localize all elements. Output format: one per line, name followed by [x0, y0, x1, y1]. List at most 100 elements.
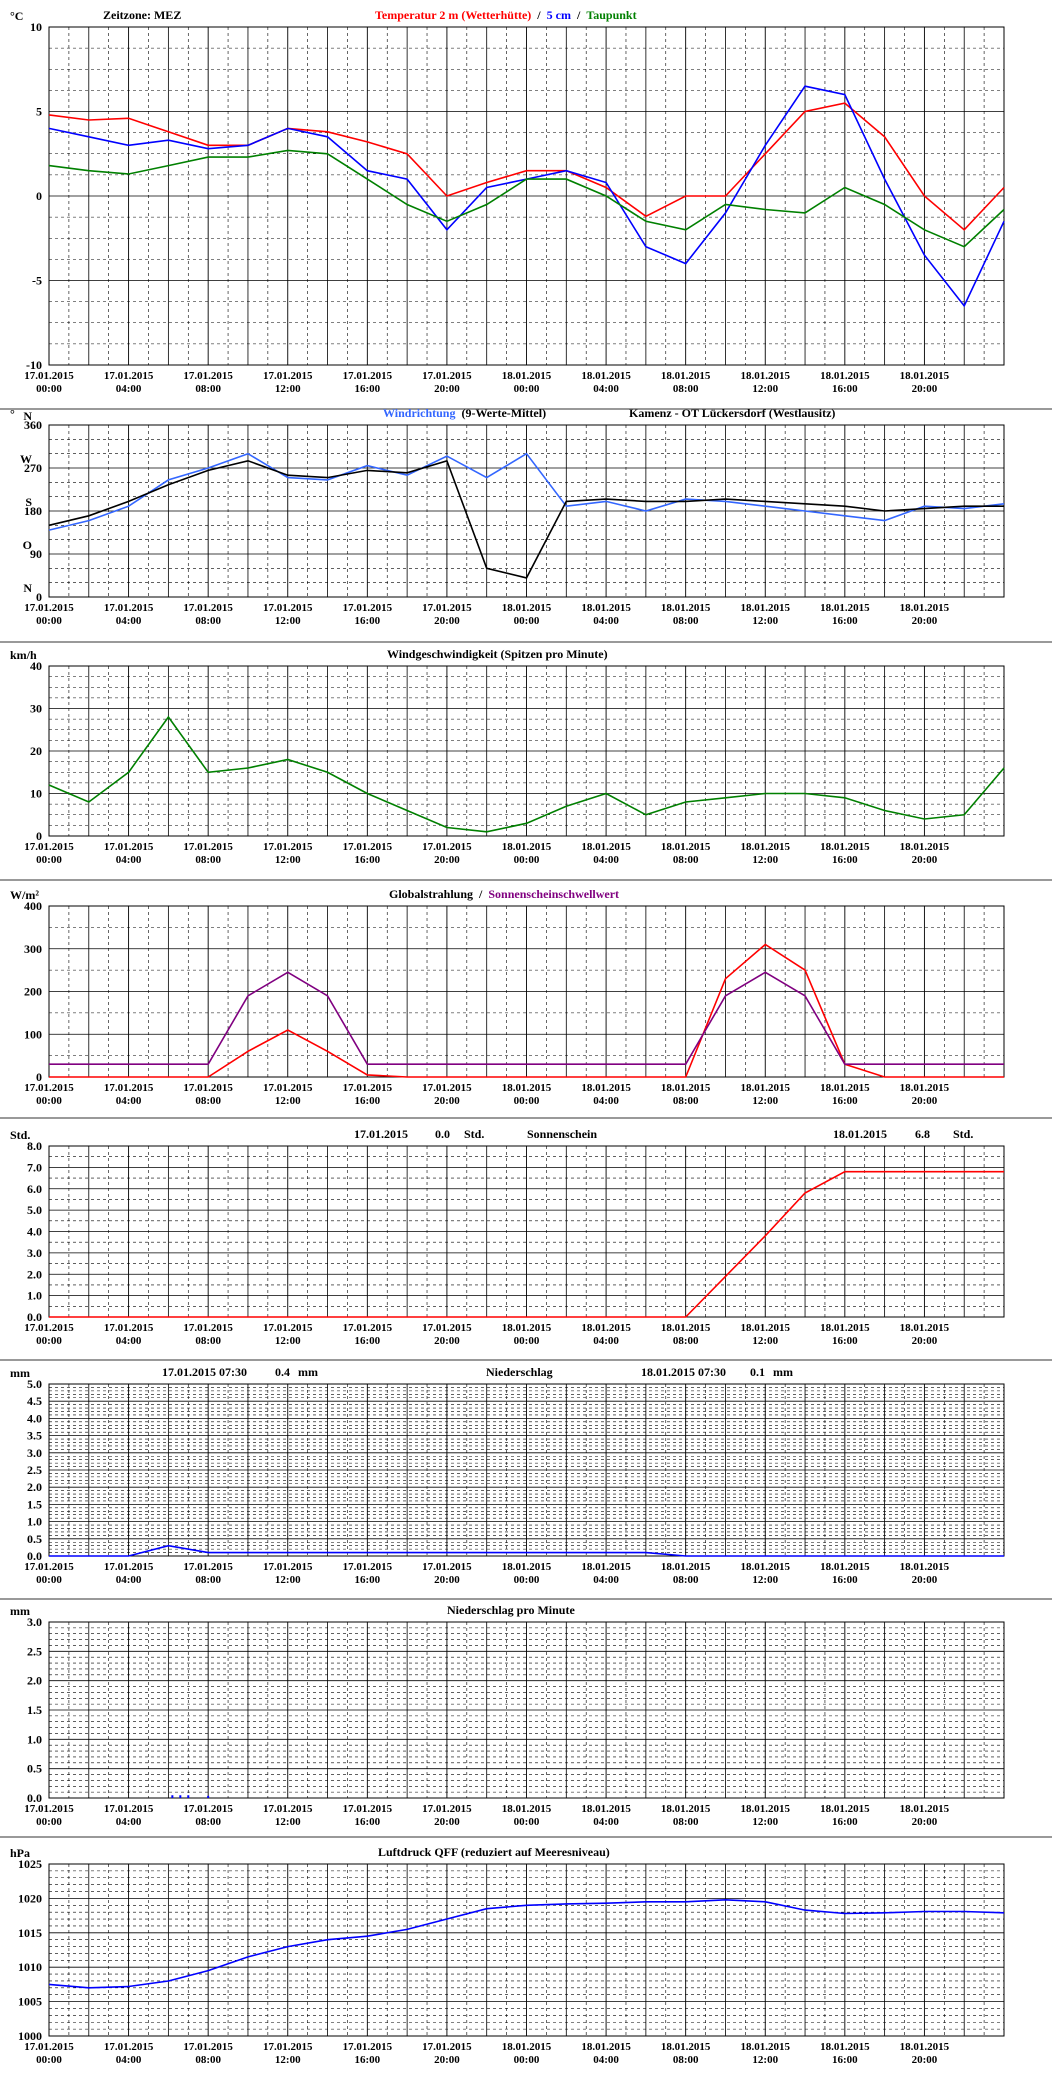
- y-tick-label: 1000: [18, 2029, 42, 2043]
- x-tick-label: 18.01.2015 12:00: [740, 1561, 791, 1586]
- y-tick-label: 180: [24, 504, 42, 518]
- y-tick-label: 0: [36, 590, 42, 604]
- x-tick-label: 18.01.2015 00:00: [501, 841, 552, 866]
- x-tick-label: 17.01.2015 16:00: [342, 2041, 393, 2066]
- data-line: [48, 1898, 1005, 1989]
- x-tick-label: 18.01.2015 08:00: [660, 841, 711, 866]
- y-tick-label: 10: [30, 20, 42, 34]
- x-tick-label: 17.01.2015 04:00: [103, 841, 154, 866]
- x-tick-label: 18.01.2015 08:00: [660, 1082, 711, 1107]
- y-tick-label: 1025: [18, 1857, 42, 1871]
- x-tick-label: 17.01.2015 08:00: [183, 2041, 233, 2066]
- y-tick-label: 5: [36, 105, 42, 119]
- x-tick-label: 17.01.2015 08:00: [183, 1322, 233, 1347]
- y-tick-label: 2.5: [27, 1644, 42, 1658]
- x-tick-label: 18.01.2015 08:00: [660, 1322, 711, 1347]
- data-line: [48, 149, 1005, 248]
- x-tick-label: 17.01.2015 12:00: [263, 841, 313, 866]
- y-tick-label: 5.0: [27, 1203, 42, 1217]
- chart-title: Niederschlag pro Minute: [447, 1603, 575, 1617]
- annotation: 0.4: [275, 1365, 290, 1379]
- y-tick-label: 400: [24, 899, 42, 913]
- data-line: [48, 102, 1005, 231]
- axis-unit: °: [10, 407, 15, 421]
- plot-border: [48, 1621, 1005, 1799]
- data-line: [48, 459, 1004, 579]
- plot-border: [48, 665, 1005, 837]
- x-tick-label: 18.01.2015 04:00: [581, 370, 631, 395]
- y-tick-label: 30: [30, 702, 42, 716]
- x-tick-label: 17.01.2015 16:00: [342, 602, 393, 627]
- data-line: [49, 971, 1004, 1065]
- chart-title: Windgeschwindigkeit (Spitzen pro Minute): [387, 647, 608, 661]
- y-tick-label: 0.5: [27, 1532, 42, 1546]
- y-tick-label: 0.5: [27, 1762, 42, 1776]
- y-tick-label: 3.0: [27, 1615, 42, 1629]
- chart-title: Temperatur 2 m (Wetterhütte) / 5 cm / Taupun…: [375, 8, 637, 22]
- axis-unit: km/h: [10, 648, 37, 662]
- title-part: (9-Werte-Mittel): [461, 406, 546, 420]
- y-tick-label: 2.0: [27, 1267, 42, 1281]
- x-tick-label: 17.01.2015 04:00: [103, 2041, 154, 2066]
- chart-title: Sonnenschein: [527, 1127, 597, 1141]
- y-tick-label: 5.0: [27, 1377, 42, 1391]
- y-tick-label: 4.5: [27, 1394, 42, 1408]
- y-tick-label: 8.0: [27, 1139, 42, 1153]
- x-tick-label: 17.01.2015 08:00: [183, 1803, 233, 1828]
- y-tick-label: 90: [30, 547, 42, 561]
- x-tick-label: 17.01.2015 04:00: [103, 1322, 154, 1347]
- annotation: Std.: [464, 1127, 484, 1141]
- y-tick-label: 0: [36, 1070, 42, 1084]
- x-tick-label: 18.01.2015 20:00: [899, 2041, 950, 2066]
- annotation: 18.01.2015: [833, 1127, 887, 1141]
- x-tick-label: 17.01.2015 00:00: [24, 370, 74, 395]
- x-tick-label: 18.01.2015 12:00: [740, 2041, 791, 2066]
- annotation: 17.01.2015: [354, 1127, 408, 1141]
- title-part: /: [536, 8, 541, 22]
- y-tick-label: -10: [26, 358, 42, 372]
- x-tick-label: 17.01.2015 16:00: [342, 1803, 393, 1828]
- x-tick-label: 17.01.2015 12:00: [263, 2041, 313, 2066]
- x-tick-label: 18.01.2015 08:00: [660, 1803, 711, 1828]
- y-tick-label: 3.0: [27, 1246, 42, 1260]
- y-tick-label: 0.0: [27, 1549, 42, 1563]
- x-tick-label: 18.01.2015 04:00: [581, 1803, 631, 1828]
- title-part: Windrichtung: [383, 406, 455, 420]
- x-tick-label: 18.01.2015 16:00: [820, 1082, 870, 1107]
- x-tick-label: 17.01.2015 00:00: [24, 1082, 74, 1107]
- x-tick-label: 18.01.2015 08:00: [660, 602, 711, 627]
- x-tick-label: 17.01.2015 20:00: [422, 841, 472, 866]
- y-tick-label: 100: [24, 1027, 42, 1041]
- y-tick-label: 270: [24, 461, 42, 475]
- x-tick-label: 18.01.2015 12:00: [740, 1803, 791, 1828]
- y-tick-label: 0: [36, 829, 42, 843]
- y-tick-label: 4.0: [27, 1225, 42, 1239]
- compass-label: W: [20, 452, 32, 466]
- title-part: Windgeschwindigkeit (Spitzen pro Minute): [387, 647, 608, 661]
- x-tick-label: 18.01.2015 00:00: [501, 1561, 552, 1586]
- annotation: 0.1: [750, 1365, 765, 1379]
- x-tick-label: 18.01.2015 20:00: [899, 1082, 950, 1107]
- x-tick-label: 17.01.2015 04:00: [103, 1561, 154, 1586]
- x-tick-label: 18.01.2015 00:00: [501, 1803, 552, 1828]
- x-tick-label: 18.01.2015 00:00: [501, 1082, 552, 1107]
- title-part: Niederschlag pro Minute: [447, 1603, 575, 1617]
- y-tick-label: 1.0: [27, 1289, 42, 1303]
- y-tick-label: 6.0: [27, 1182, 42, 1196]
- x-tick-label: 17.01.2015 04:00: [103, 1803, 154, 1828]
- y-tick-label: 2.0: [27, 1480, 42, 1494]
- annotation: 18.01.2015 07:30: [641, 1365, 726, 1379]
- compass-label: N: [23, 409, 32, 423]
- x-tick-label: 18.01.2015 00:00: [501, 2041, 552, 2066]
- y-tick-label: 4.0: [27, 1411, 42, 1425]
- x-tick-label: 18.01.2015 04:00: [581, 1322, 631, 1347]
- annotation: Std.: [953, 1127, 973, 1141]
- x-tick-label: 18.01.2015 20:00: [899, 1803, 950, 1828]
- x-tick-label: 17.01.2015 08:00: [183, 1561, 233, 1586]
- x-tick-label: 17.01.2015 04:00: [103, 370, 154, 395]
- plot-border: [48, 1863, 1005, 2037]
- x-tick-label: 17.01.2015 08:00: [183, 841, 233, 866]
- chart-title: Globalstrahlung / Sonnenscheinschwellwert: [389, 887, 619, 901]
- x-tick-label: 18.01.2015 20:00: [899, 370, 950, 395]
